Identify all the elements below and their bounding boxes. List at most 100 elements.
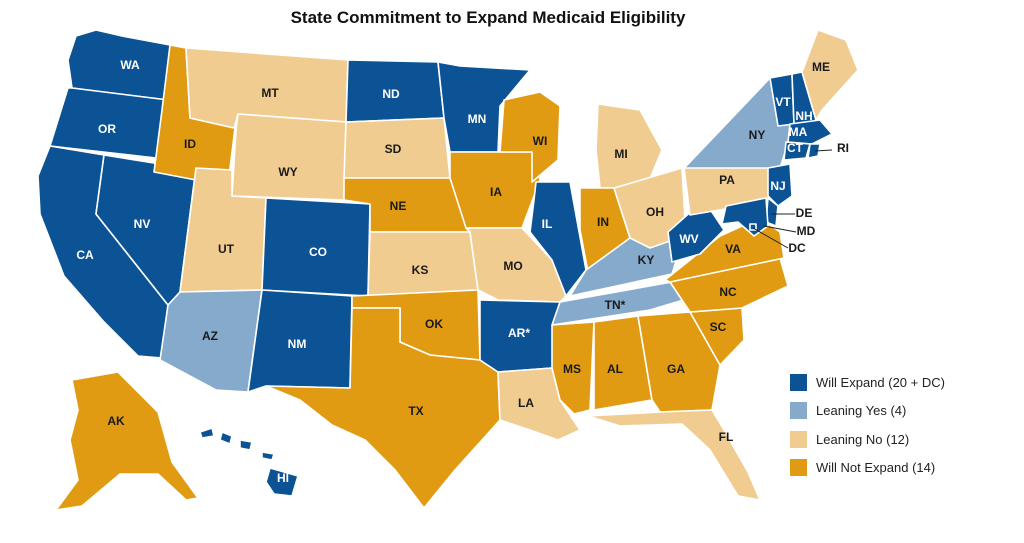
state-label-sc: SC	[710, 320, 727, 334]
state-label-ak: AK	[107, 414, 125, 428]
state-nc: NC	[669, 257, 789, 313]
legend-swatch	[790, 402, 807, 420]
state-label-wa: WA	[120, 58, 140, 72]
state-shape-ak	[55, 371, 199, 511]
state-label-dc: DC	[788, 241, 806, 255]
state-label-la: LA	[518, 396, 534, 410]
state-label-nv: NV	[134, 217, 151, 231]
state-label-pa: PA	[719, 173, 735, 187]
state-hi: HI	[199, 427, 299, 497]
state-shape-nj	[767, 163, 793, 207]
state-label-nd: ND	[382, 87, 400, 101]
legend-label: Leaning No (12)	[816, 431, 910, 447]
leader-line-md	[763, 225, 797, 233]
state-label-md: MD	[797, 224, 816, 238]
legend-item-leaning-no: Leaning No (12)	[790, 425, 945, 454]
legend-label: Will Not Expand (14)	[816, 460, 936, 476]
state-label-az: AZ	[202, 329, 218, 343]
state-label-va: VA	[725, 242, 741, 256]
state-dc: DC	[749, 223, 806, 255]
state-label-ut: UT	[218, 242, 235, 256]
state-shape-wy	[231, 113, 347, 201]
state-co: CO	[261, 197, 371, 297]
legend-label: Leaning Yes (4)	[816, 403, 907, 419]
state-ca: CA	[37, 145, 169, 359]
state-label-hi: HI	[277, 471, 289, 485]
state-shape-hi	[199, 427, 299, 497]
state-ak: AK	[55, 371, 199, 511]
state-label-id: ID	[184, 137, 196, 151]
state-label-ct: CT	[787, 141, 804, 155]
map-title: State Commitment to Expand Medicaid Elig…	[290, 8, 686, 27]
leader-line-ri	[814, 149, 833, 152]
state-nj: NJ	[767, 163, 793, 207]
state-label-ma: MA	[789, 125, 808, 139]
state-label-ca: CA	[76, 248, 94, 262]
state-label-or: OR	[98, 122, 116, 136]
state-label-wv: WV	[679, 232, 698, 246]
legend-swatch	[790, 373, 807, 391]
state-label-me: ME	[812, 60, 830, 74]
state-ms: MS	[551, 321, 595, 415]
state-label-il: IL	[542, 217, 553, 231]
legend-swatch	[790, 459, 807, 477]
state-mn: MN	[437, 61, 531, 153]
state-label-nj: NJ	[770, 179, 785, 193]
state-label-sd: SD	[385, 142, 402, 156]
state-label-fl: FL	[719, 430, 734, 444]
state-label-ks: KS	[412, 263, 429, 277]
state-tx: TX	[265, 307, 501, 509]
state-label-vt: VT	[775, 95, 791, 109]
state-sd: SD	[343, 117, 451, 179]
state-wa: WA	[67, 29, 171, 101]
state-ct: CT	[783, 141, 811, 161]
legend-item-leaning-yes: Leaning Yes (4)	[790, 397, 945, 426]
state-il: IL	[529, 181, 587, 297]
state-wi: WI	[499, 91, 561, 183]
state-shape-fl	[587, 409, 761, 501]
state-shape-ma	[787, 119, 833, 145]
legend-item-will-expand: Will Expand (20 + DC)	[790, 368, 945, 397]
state-ia: IA	[449, 151, 541, 229]
state-ma: MA	[787, 119, 833, 145]
state-label-nc: NC	[719, 285, 737, 299]
state-nm: NM	[247, 289, 353, 393]
state-label-ky: KY	[638, 253, 655, 267]
state-label-wi: WI	[533, 134, 548, 148]
state-shape-wi	[499, 91, 561, 183]
state-shape-mn	[437, 61, 531, 153]
state-label-nh: NH	[795, 109, 812, 123]
state-label-co: CO	[309, 245, 327, 259]
state-ks: KS	[367, 231, 479, 297]
state-ar: AR*	[479, 299, 561, 373]
state-label-ia: IA	[490, 185, 502, 199]
state-ri: RI	[807, 141, 849, 159]
state-label-mn: MN	[468, 112, 487, 126]
map-legend: Will Expand (20 + DC) Leaning Yes (4) Lean…	[790, 368, 945, 482]
state-label-ar: AR*	[508, 326, 530, 340]
state-az: AZ	[159, 289, 263, 393]
state-mi: MI	[595, 103, 663, 189]
state-vt: VT	[769, 73, 795, 127]
state-shape-mi	[595, 103, 663, 189]
state-label-nm: NM	[288, 337, 307, 351]
state-label-ne: NE	[390, 199, 407, 213]
state-de: DE	[765, 197, 813, 227]
state-label-al: AL	[607, 362, 623, 376]
state-label-tx: TX	[408, 404, 423, 418]
state-label-ny: NY	[749, 128, 766, 142]
leader-line-dc	[752, 227, 789, 249]
state-label-de: DE	[796, 206, 813, 220]
state-label-ri: RI	[837, 141, 849, 155]
state-shape-ri	[807, 143, 821, 159]
state-shape-il	[529, 181, 587, 297]
state-label-mo: MO	[503, 259, 522, 273]
legend-label: Will Expand (20 + DC)	[816, 374, 945, 390]
state-wy: WY	[231, 113, 347, 201]
state-label-tn: TN*	[605, 298, 626, 312]
state-label-ms: MS	[563, 362, 581, 376]
state-shape-ct	[783, 141, 811, 161]
state-label-oh: OH	[646, 205, 664, 219]
